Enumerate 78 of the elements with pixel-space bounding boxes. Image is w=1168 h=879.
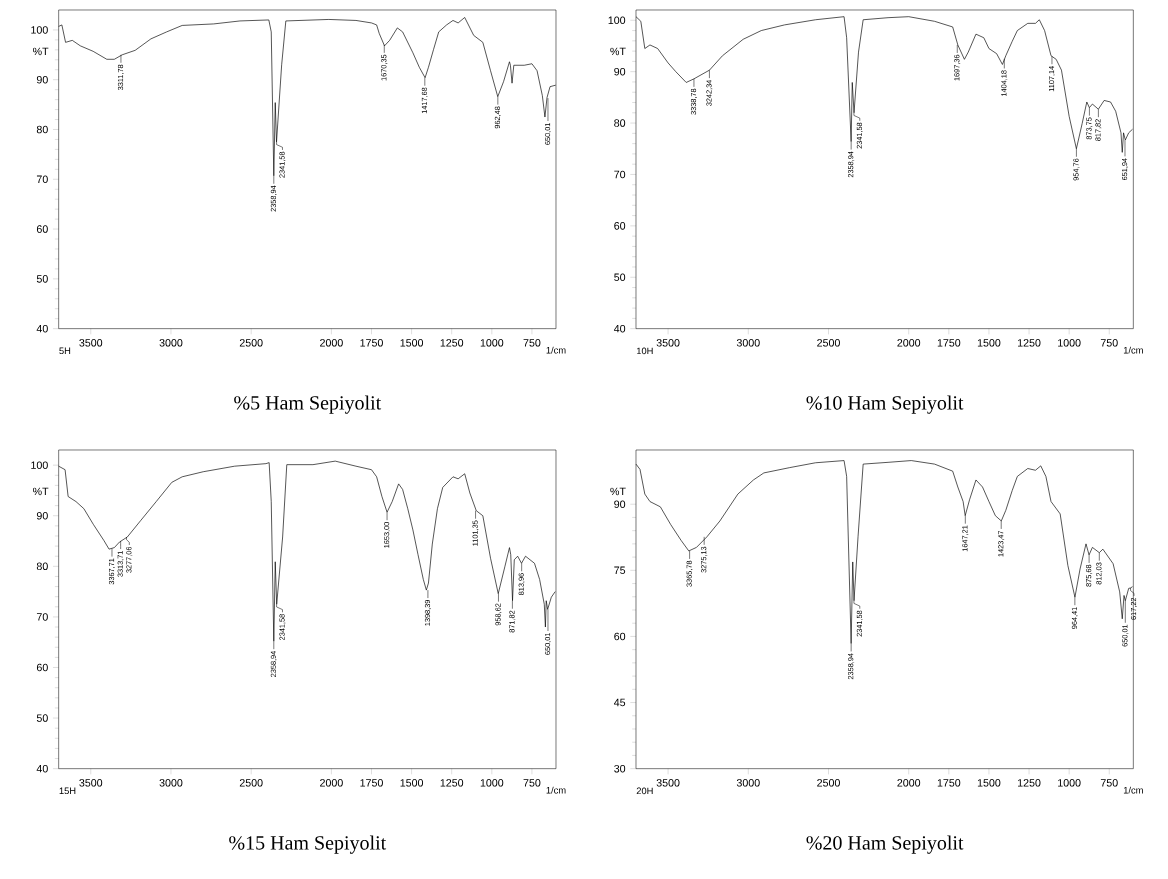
y-tick-label: 60: [614, 222, 626, 230]
y-tick-label: 50: [36, 714, 48, 723]
text: %15 Ham Sepiyolit: [229, 835, 387, 854]
x-tick-label: 1750: [937, 339, 961, 347]
x-tick-label: 1250: [440, 339, 464, 347]
x-tick-label: 750: [523, 339, 541, 347]
x-tick-label: 1000: [480, 339, 504, 347]
x-tick-label: 3000: [159, 339, 183, 347]
y-tick-label: 60: [36, 663, 48, 672]
x-tick-label: 1500: [400, 339, 424, 347]
x-axis-title: 1/cm: [1123, 346, 1143, 354]
y-axis-title: %T: [33, 47, 49, 56]
y-tick-label: 40: [613, 325, 626, 333]
y-tick-label: 50: [36, 275, 48, 283]
text: 20H: [636, 787, 653, 795]
y-tick-label: 100: [31, 26, 48, 34]
x-tick-label: 2500: [817, 779, 840, 787]
x-tick-label: 2000: [320, 339, 343, 347]
x-tick-label: 750: [523, 779, 541, 787]
x-tick-label: 2000: [320, 779, 343, 787]
y-axis-title: %T: [610, 47, 626, 56]
x-tick-label: 1750: [360, 779, 383, 787]
y-axis-title: %T: [610, 487, 626, 496]
y-tick-label: 40: [36, 325, 48, 333]
x-tick-label: 3500: [656, 779, 680, 787]
x-tick-label: 1250: [440, 779, 464, 787]
y-tick-label: 90: [36, 76, 48, 84]
y-tick-label: 100: [608, 16, 626, 25]
x-tick-label: 2500: [239, 779, 263, 787]
x-tick-label: 3000: [159, 779, 183, 787]
x-tick-label: 1750: [937, 779, 961, 787]
x-tick-label: 3500: [656, 339, 680, 347]
y-tick-label: 70: [36, 613, 48, 621]
text: %10 Ham Sepiyolit: [806, 395, 964, 414]
y-tick-label: 45: [613, 698, 626, 707]
text: %20 Ham Sepiyolit: [806, 835, 964, 854]
text: %5 Ham Sepiyolit: [234, 395, 382, 414]
y-tick-label: 50: [614, 273, 626, 282]
y-tick-label: 90: [36, 512, 48, 520]
x-tick-label: 1000: [1058, 779, 1081, 787]
x-tick-label: 3500: [79, 779, 103, 787]
x-tick-label: 2000: [897, 779, 921, 787]
x-tick-label: 1250: [1018, 339, 1041, 347]
x-tick-label: 1500: [977, 339, 1001, 347]
x-tick-label: 3000: [736, 339, 760, 347]
y-tick-label: 100: [31, 461, 48, 470]
x-tick-label: 1750: [360, 339, 383, 347]
x-axis-title: 1/cm: [1123, 786, 1143, 794]
y-axis-title: %T: [33, 487, 49, 496]
y-tick-label: 30: [614, 765, 626, 773]
x-tick-label: 2500: [239, 339, 263, 347]
x-axis-title: 1/cm: [546, 346, 566, 354]
y-tick-label: 80: [614, 119, 626, 128]
y-tick-label: 60: [36, 225, 48, 234]
x-tick-label: 1000: [1058, 339, 1081, 347]
y-tick-label: 90: [614, 68, 626, 76]
y-tick-label: 80: [36, 125, 48, 134]
text: 5H: [59, 347, 71, 355]
y-tick-label: 70: [614, 170, 626, 179]
y-tick-label: 75: [614, 566, 626, 575]
y-tick-label: 90: [614, 500, 626, 509]
y-tick-label: 40: [36, 765, 48, 773]
x-tick-label: 2000: [897, 339, 921, 347]
x-tick-label: 3500: [79, 339, 103, 347]
x-tick-label: 3000: [736, 779, 760, 787]
x-tick-label: 750: [1100, 339, 1118, 347]
x-tick-label: 1500: [977, 779, 1001, 787]
x-axis-title: 1/cm: [546, 786, 566, 794]
y-tick-label: 60: [614, 632, 626, 641]
x-tick-label: 2500: [817, 339, 840, 347]
text: 15H: [59, 787, 76, 795]
y-tick-label: 70: [36, 175, 48, 184]
x-tick-label: 1000: [480, 779, 504, 787]
text: 10H: [636, 347, 653, 355]
y-tick-label: 80: [36, 562, 48, 571]
x-tick-label: 750: [1100, 779, 1118, 787]
x-tick-label: 1500: [400, 779, 424, 787]
x-tick-label: 1250: [1018, 779, 1041, 787]
